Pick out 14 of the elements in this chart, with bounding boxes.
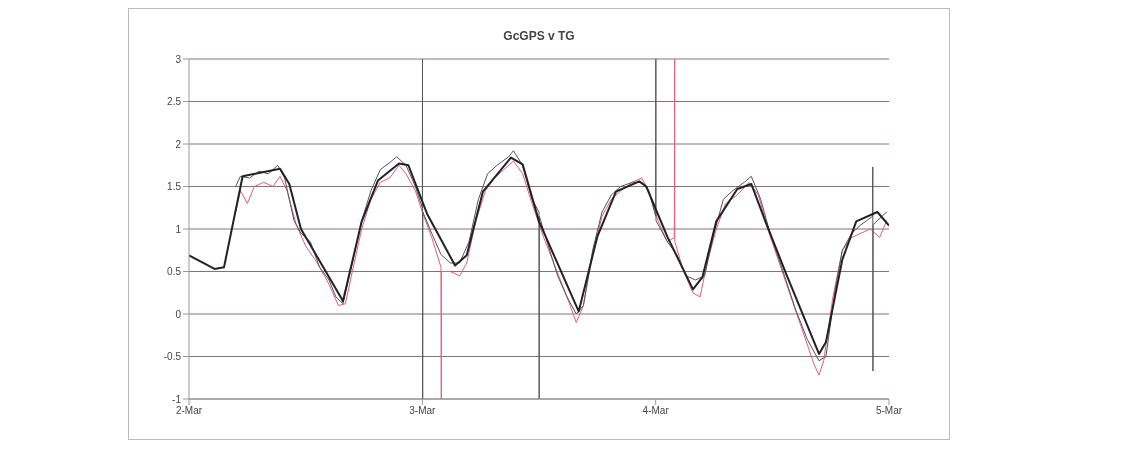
y-tick-label: 0.5 [167, 266, 182, 278]
y-tick-label: -1 [172, 393, 182, 405]
x-tick-label: 4-Mar [642, 405, 670, 417]
y-tick-label: 1 [175, 223, 182, 235]
y-tick-label: 2.5 [167, 96, 182, 108]
y-tick-label: 3 [175, 53, 182, 65]
y-tick-label: -0.5 [163, 351, 182, 363]
x-tick-label: 2-Mar [175, 405, 203, 417]
x-tick-label: 5-Mar [875, 405, 903, 417]
y-tick-label: 1.5 [167, 181, 182, 193]
y-tick-label: 0 [175, 308, 182, 320]
chart-title: GcGPS v TG [502, 28, 576, 45]
x-tick-label: 3-Mar [409, 405, 437, 417]
y-tick-label: 2 [175, 138, 182, 150]
